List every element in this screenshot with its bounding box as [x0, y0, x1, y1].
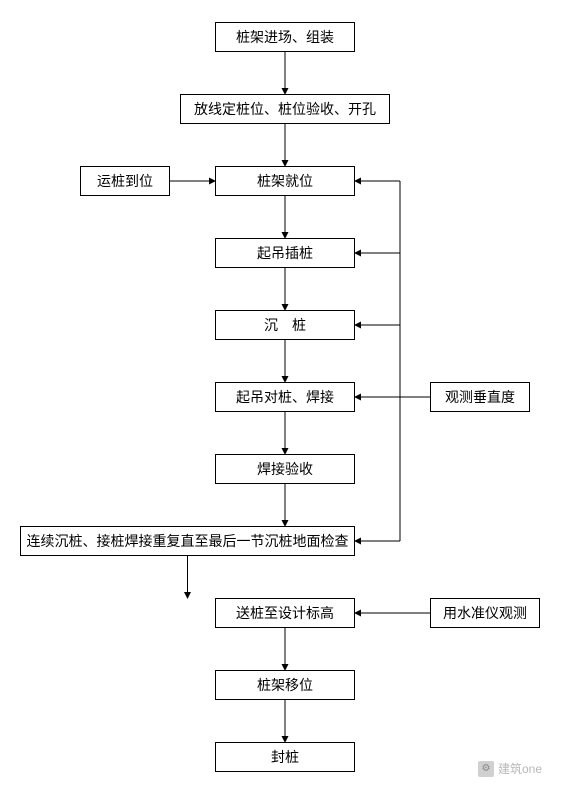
node-label: 运桩到位 [97, 171, 153, 191]
flowchart-node: 桩架移位 [215, 670, 355, 700]
flowchart-node: 沉 桩 [215, 310, 355, 340]
flowchart-node: 封桩 [215, 742, 355, 772]
flowchart-node: 桩架就位 [215, 166, 355, 196]
flowchart-node: 运桩到位 [80, 166, 170, 196]
flowchart-node: 起吊对桩、焊接 [215, 382, 355, 412]
node-label: 桩架移位 [257, 675, 313, 695]
node-label: 用水准仪观测 [443, 603, 527, 623]
flowchart-node: 连续沉桩、接桩焊接重复直至最后一节沉桩地面检查 [20, 526, 355, 556]
flowchart-node: 起吊插桩 [215, 238, 355, 268]
flowchart-node: 焊接验收 [215, 454, 355, 484]
watermark-text: 建筑one [498, 760, 542, 777]
node-label: 起吊对桩、焊接 [236, 387, 334, 407]
node-label: 连续沉桩、接桩焊接重复直至最后一节沉桩地面检查 [27, 531, 349, 551]
node-label: 观测垂直度 [445, 387, 515, 407]
node-label: 放线定桩位、桩位验收、开孔 [194, 99, 376, 119]
flowchart-node: 观测垂直度 [430, 382, 530, 412]
node-label: 封桩 [271, 747, 299, 767]
flowchart-node: 用水准仪观测 [430, 598, 540, 628]
flowchart-node: 桩架进场、组装 [215, 22, 355, 52]
flowchart-node: 放线定桩位、桩位验收、开孔 [180, 94, 390, 124]
node-label: 沉 桩 [264, 315, 306, 335]
watermark: ⚙ 建筑one [478, 760, 542, 777]
node-label: 桩架进场、组装 [236, 27, 334, 47]
node-label: 焊接验收 [257, 459, 313, 479]
watermark-icon: ⚙ [478, 761, 494, 777]
node-label: 送桩至设计标高 [236, 603, 334, 623]
node-label: 起吊插桩 [257, 243, 313, 263]
flowchart-node: 送桩至设计标高 [215, 598, 355, 628]
node-label: 桩架就位 [257, 171, 313, 191]
